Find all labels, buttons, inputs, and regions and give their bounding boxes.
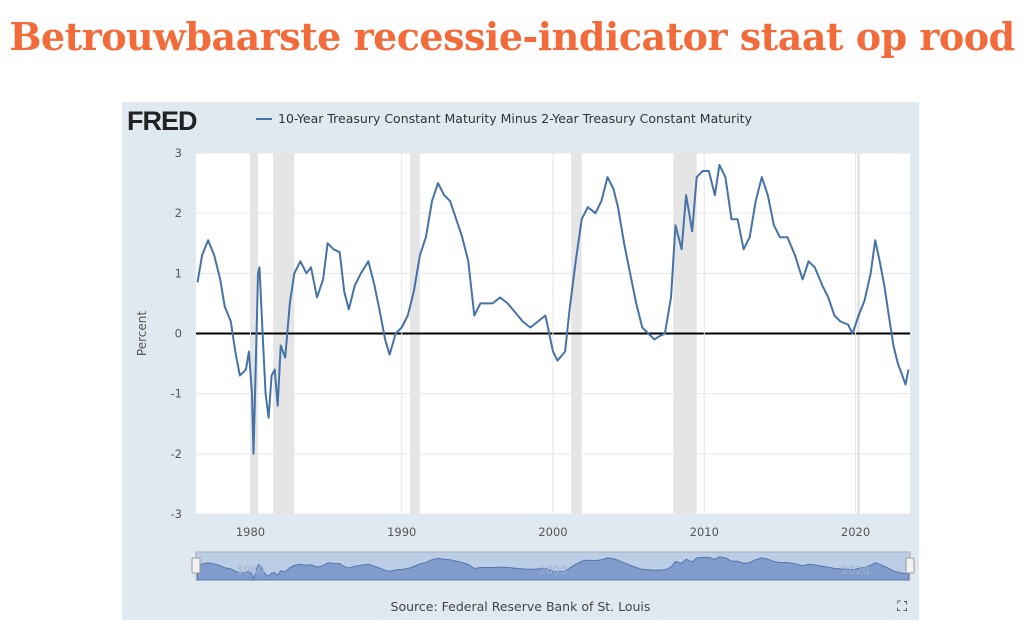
y-tick-label: 3 — [175, 146, 182, 160]
fred-chart-panel: FRED 10-Year Treasury Constant Maturity … — [122, 102, 919, 620]
navigator-handle[interactable] — [905, 557, 915, 574]
navigator-series — [196, 556, 910, 581]
y-tick-label: -2 — [171, 447, 182, 461]
series-line — [196, 164, 910, 455]
expand-icon[interactable]: ⛶ — [897, 599, 907, 615]
y-tick-label: 2 — [175, 206, 182, 220]
y-tick-label: 1 — [175, 266, 182, 280]
headline: Betrouwbaarste recessie-indicator staat … — [9, 14, 1015, 59]
x-tick-label: 1990 — [387, 525, 416, 539]
legend-label: 10-Year Treasury Constant Maturity Minus… — [278, 111, 752, 126]
x-tick-label: 2000 — [538, 525, 567, 539]
legend-swatch — [256, 117, 272, 120]
navigator-tick-label: 2020 — [842, 564, 870, 577]
y-tick-label: -1 — [171, 387, 182, 401]
fred-logo[interactable]: FRED — [127, 106, 197, 136]
source-note: Source: Federal Reserve Bank of St. Loui… — [390, 599, 651, 614]
y-tick-label: 0 — [175, 327, 182, 341]
navigator-tick-label: 1980 — [236, 564, 264, 577]
x-tick-label: 2020 — [841, 525, 870, 539]
chart-svg: 3 2 1 0 -1 -2 -3 1980 1990 2000 2010 2020 Percent 198… — [135, 146, 915, 581]
navigator-tick-label: 2000 — [539, 564, 567, 577]
y-axis-label: Percent — [135, 311, 149, 356]
legend: 10-Year Treasury Constant Maturity Minus… — [256, 111, 752, 126]
y-tick-label: -3 — [171, 507, 182, 521]
navigator-handle[interactable] — [191, 557, 201, 574]
x-tick-label: 1980 — [236, 525, 265, 539]
x-tick-label: 2010 — [690, 525, 719, 539]
